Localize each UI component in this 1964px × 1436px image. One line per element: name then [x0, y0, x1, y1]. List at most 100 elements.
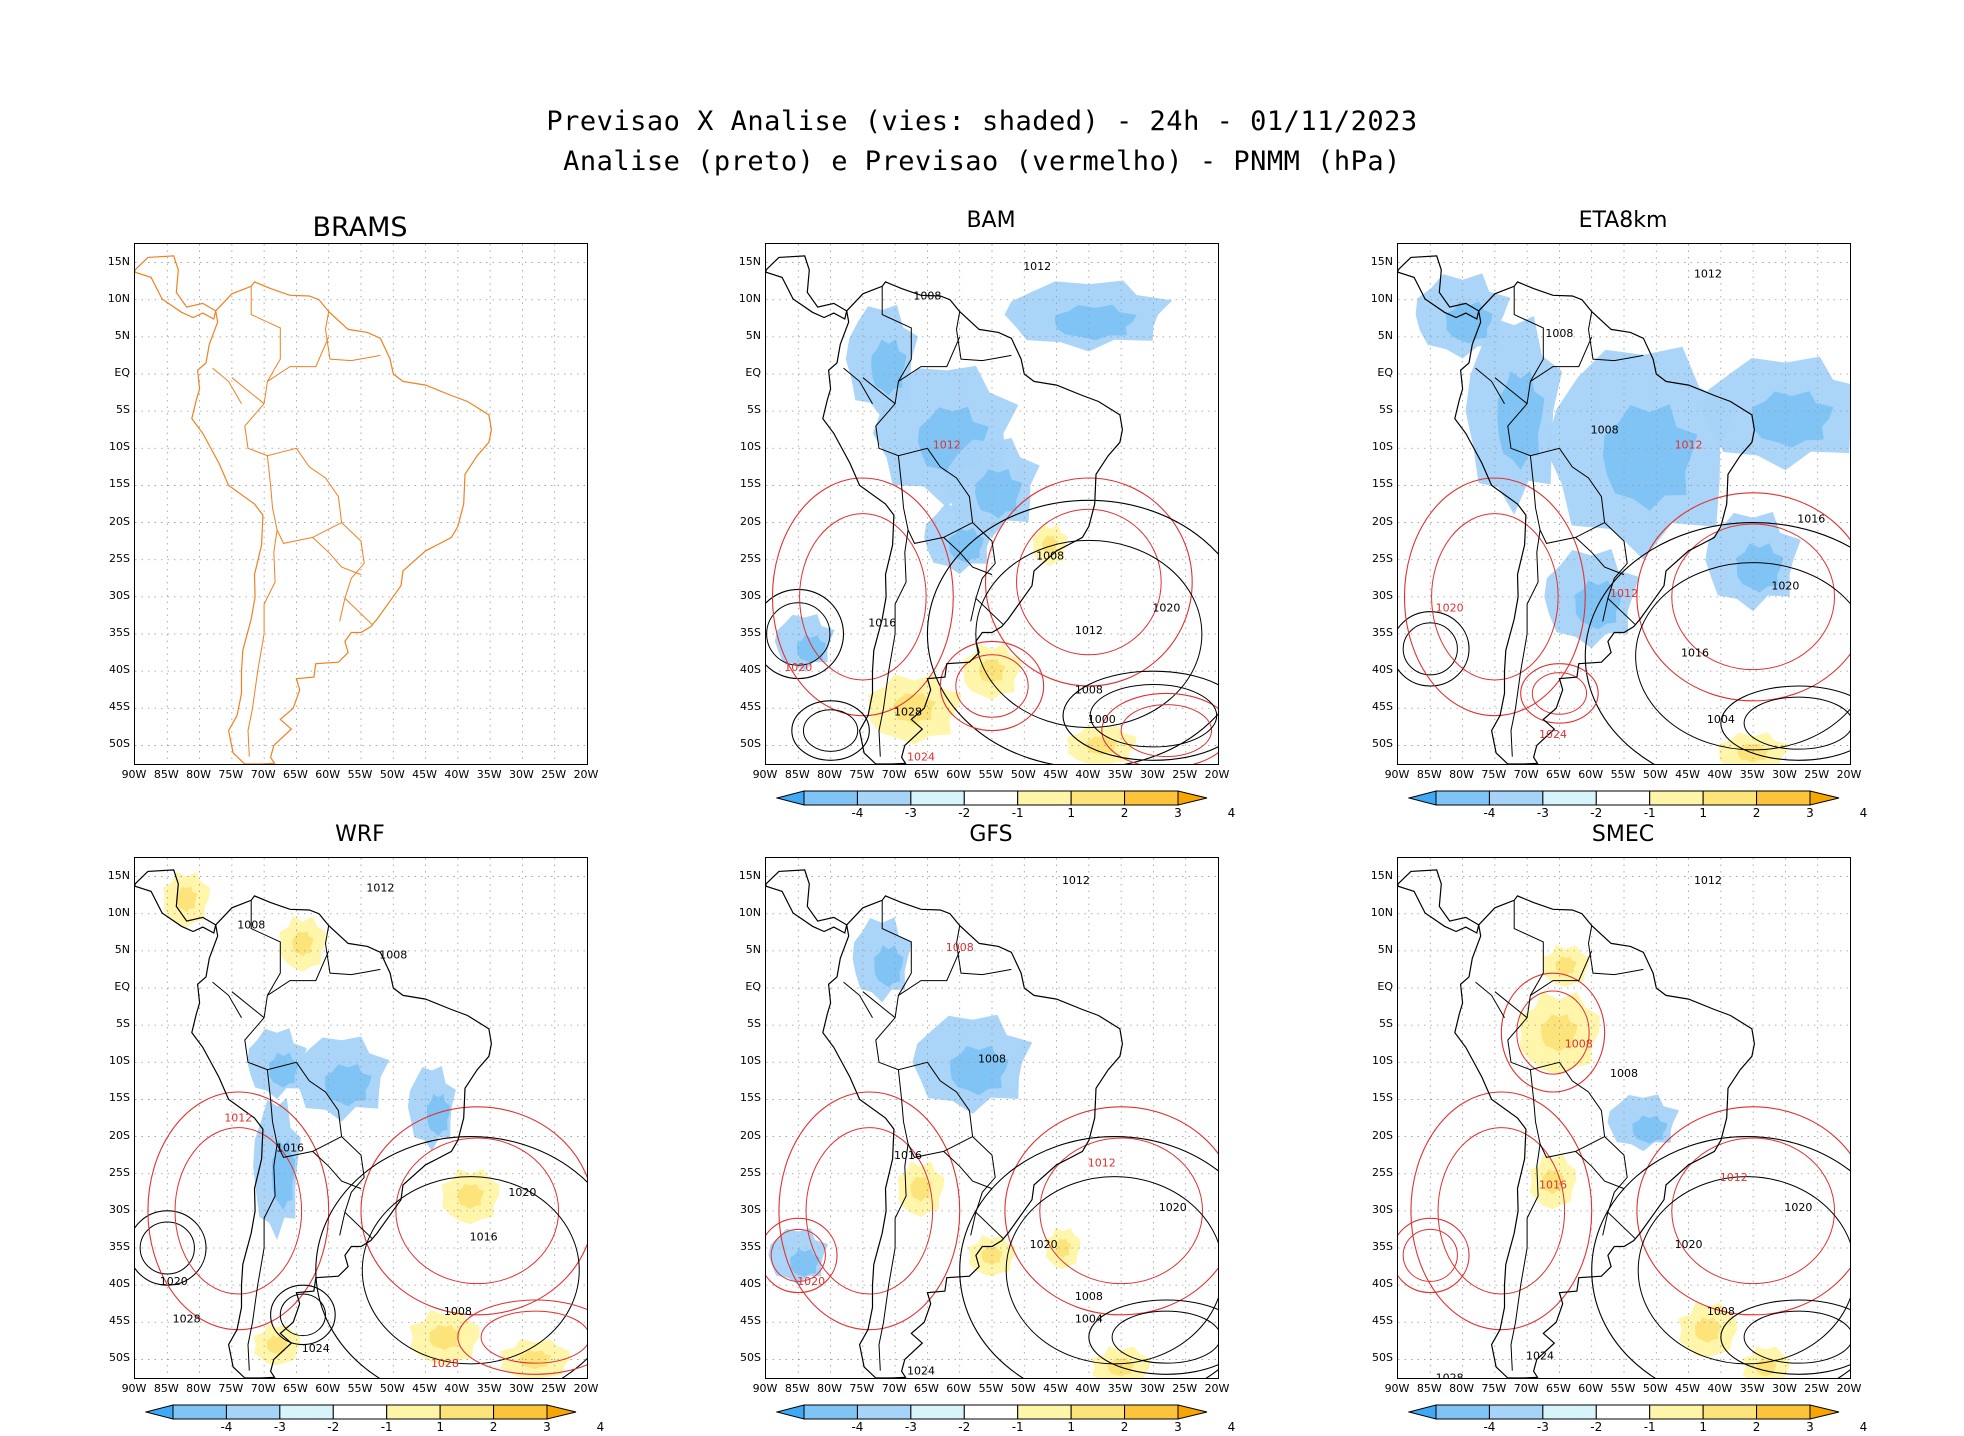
lat-label: 5S — [1379, 1017, 1393, 1031]
colorbar-tick-label: -3 — [1536, 1420, 1549, 1434]
lon-label: 50W — [1642, 1382, 1668, 1395]
colorbar-swatch — [439, 1404, 495, 1420]
lat-label: 40S — [1372, 663, 1393, 677]
contour-label: 1012 — [1023, 260, 1051, 273]
lat-label: 45S — [1372, 1314, 1393, 1328]
bias-strong-positive-area — [1042, 535, 1059, 555]
figure-title-line2: Analise (preto) e Previsao (vermelho) - … — [563, 146, 1401, 177]
country-border — [1475, 981, 1505, 1018]
colorbar-tick-label: -1 — [1011, 1420, 1024, 1434]
isobar-analysis — [926, 499, 1218, 764]
lon-label: 75W — [849, 768, 875, 781]
isobar-forecast — [1520, 663, 1599, 724]
isobar-analysis — [1584, 522, 1850, 764]
lon-label: 20W — [573, 768, 599, 781]
coastline — [135, 255, 217, 320]
contour-label: 1020 — [160, 1275, 188, 1288]
contour-label: 1012 — [933, 438, 961, 451]
colorbar-swatch — [910, 1404, 965, 1420]
lon-label: 25W — [1804, 1382, 1830, 1395]
colorbar-arrow-low — [775, 1404, 805, 1420]
country-border — [231, 377, 265, 405]
contour-label: 1024 — [1539, 728, 1567, 741]
coastline — [822, 281, 1124, 764]
colorbar-swatch — [1542, 1404, 1597, 1420]
country-border — [212, 981, 242, 1018]
lat-label: 35S — [109, 626, 130, 639]
lat-label: 40S — [740, 663, 761, 677]
lon-label: 75W — [1481, 768, 1507, 781]
lon-label: 45W — [1043, 768, 1068, 781]
colorbar-tick-label: -4 — [220, 1420, 233, 1434]
colorbar-tick-label: -4 — [1483, 806, 1496, 820]
colorbar-tick-label: 2 — [1752, 1420, 1761, 1434]
country-border — [1587, 311, 1644, 362]
isobar-forecast — [778, 1091, 961, 1331]
lon-label: 90W — [121, 768, 147, 781]
lat-label: 35S — [740, 626, 761, 639]
bias-strong-positive-area — [978, 658, 1006, 685]
lat-label: 35S — [740, 1240, 761, 1253]
country-border — [878, 529, 909, 757]
colorbar-swatch — [1702, 1404, 1758, 1420]
colorbar-arrow-high — [1177, 790, 1208, 806]
lon-label: 60W — [315, 1382, 341, 1395]
isobar-analysis — [1743, 696, 1850, 750]
bias-strong-negative-area — [1497, 370, 1545, 470]
bias-strong-positive-area — [176, 886, 198, 913]
isobar-analysis — [1062, 670, 1218, 761]
colorbar-tick-label: -2 — [1590, 1420, 1603, 1434]
colorbar-tick-label: 3 — [543, 1420, 551, 1434]
bias-strong-negative-area — [975, 468, 1023, 519]
colorbar-tick-label: -2 — [327, 1420, 340, 1434]
colorbar-tick-label: -3 — [904, 1420, 917, 1434]
lon-label: 20W — [573, 1382, 599, 1395]
lon-label: 80W — [817, 1382, 842, 1395]
lon-label: 60W — [1578, 1382, 1604, 1395]
map-bam: 1012 1008 1012 1008 1012 1020 1028 1024 1008 1000… — [766, 244, 1218, 764]
bias-strong-positive-area — [292, 931, 314, 957]
country-border — [247, 529, 278, 757]
isobar-analysis — [1398, 611, 1470, 687]
lat-label: 15S — [109, 1091, 130, 1105]
contour-label: 1012 — [366, 881, 394, 894]
lat-label: EQ — [1377, 980, 1393, 993]
country-border — [1494, 991, 1528, 1019]
colorbar-arrow-high — [1809, 1404, 1840, 1420]
colorbar-tick-label: -4 — [851, 806, 864, 820]
isobar-analysis — [1637, 1176, 1850, 1365]
lat-label: 15S — [1372, 1091, 1393, 1105]
lat-label: 35S — [109, 1240, 130, 1253]
colorbar-swatch — [332, 1404, 388, 1420]
colorbar-arrow-low — [1407, 790, 1437, 806]
contour-label: 1016 — [470, 1231, 498, 1244]
country-border — [1575, 1151, 1625, 1190]
bias-strong-positive-area — [1555, 956, 1577, 976]
panel-title-smec: SMEC — [1591, 822, 1655, 847]
lon-label: 30W — [1139, 1382, 1165, 1395]
lat-label: 15N — [107, 868, 130, 882]
lat-label: 30S — [740, 588, 761, 602]
lat-label: 10S — [1372, 440, 1393, 454]
lat-label: 15N — [1370, 254, 1393, 268]
map-frame-eta8km: 1012 1008 1008 1012 1016 1020 1020 1016 1004 1024… — [1397, 243, 1851, 765]
contour-label: 1012 — [1720, 1171, 1748, 1184]
lon-label: 70W — [881, 768, 907, 781]
isobar-forecast — [480, 1310, 587, 1364]
contour-label: 1012 — [1694, 267, 1722, 280]
country-border — [231, 991, 265, 1019]
country-border — [1529, 1069, 1605, 1158]
country-border — [862, 991, 896, 1019]
lon-label: 90W — [121, 1382, 147, 1395]
coastline — [766, 255, 848, 320]
lat-label: EQ — [1377, 366, 1393, 379]
colorbar-tick-label: -2 — [958, 806, 971, 820]
isobar-forecast — [1403, 477, 1586, 717]
lon-label: 40W — [1707, 1382, 1733, 1395]
contour-label: 1020 — [1152, 602, 1180, 615]
colorbar-tick-label: 2 — [1752, 806, 1761, 820]
lat-label: 10S — [109, 1054, 130, 1068]
contour-label: 1008 — [913, 290, 941, 303]
colorbar-swatch — [386, 1404, 441, 1420]
country-border — [1602, 598, 1609, 622]
